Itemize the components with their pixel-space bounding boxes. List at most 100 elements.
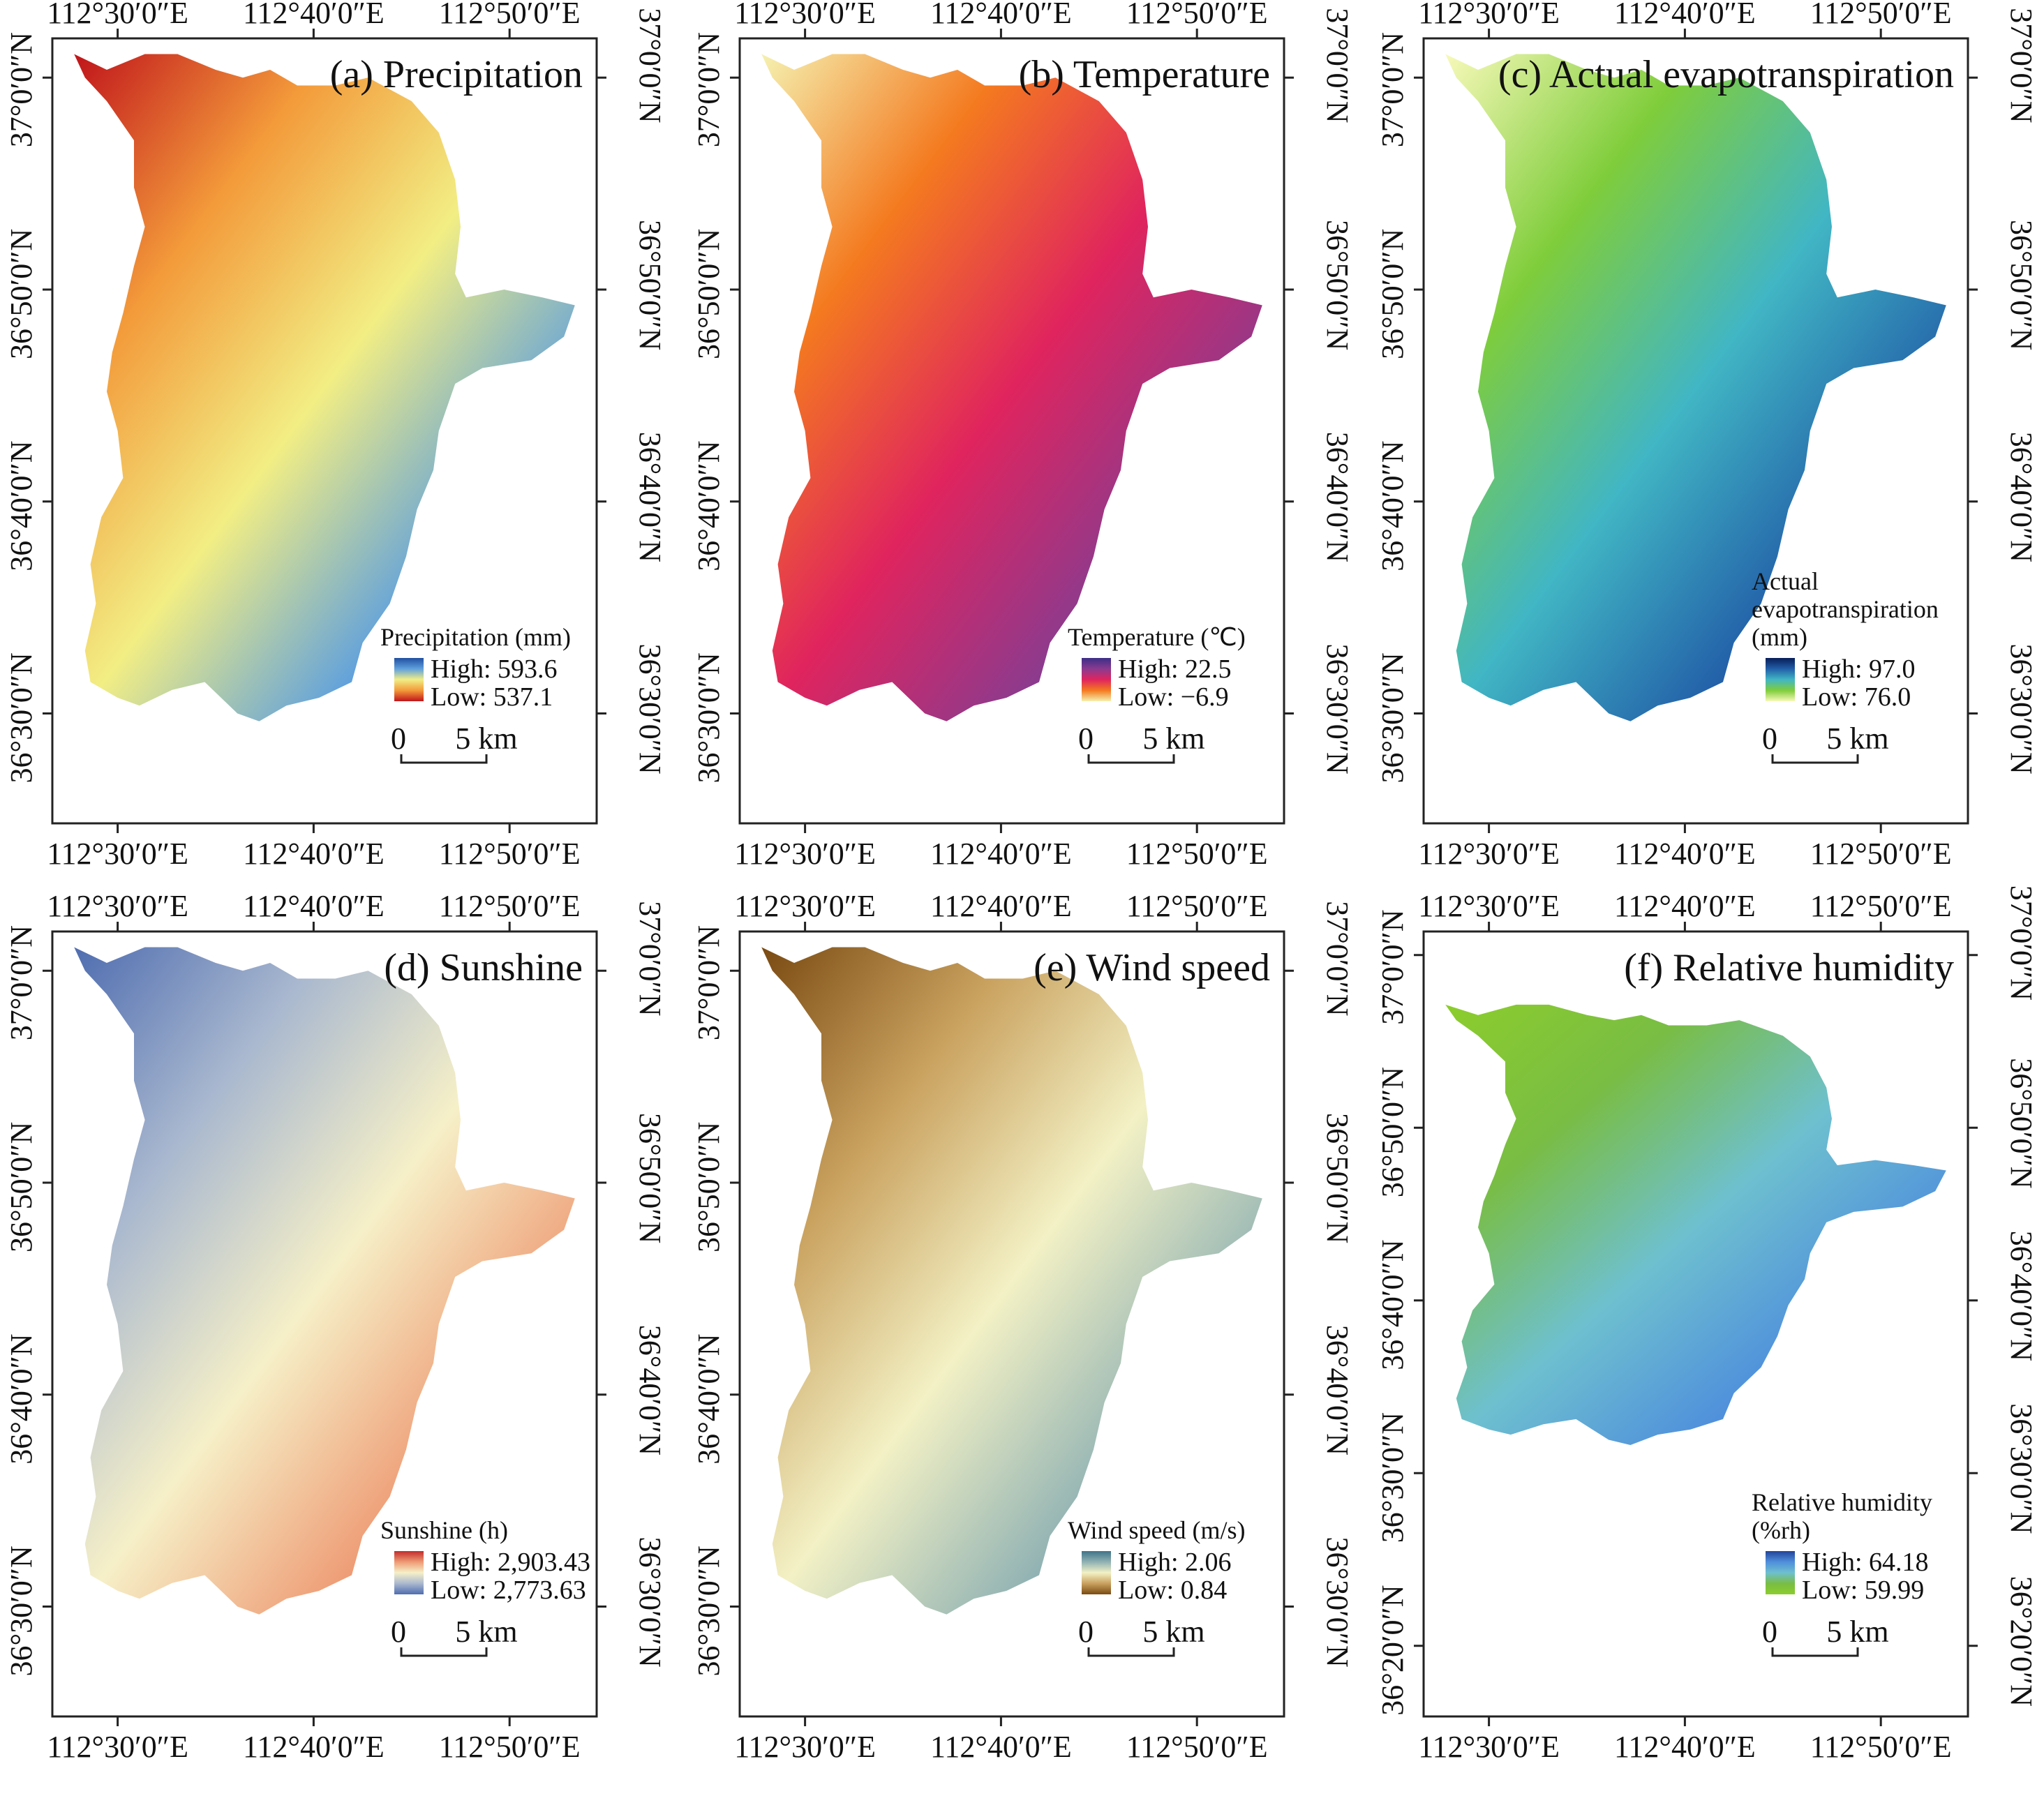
map-panel-c: 112°30′0″E 112°30′0″E 112°40′0″E 112°40′0″E… <box>1371 0 2041 872</box>
legend-title: (%rh) <box>1752 1516 1810 1544</box>
study-area-raster <box>1445 54 1946 721</box>
lon-label-top: 112°50′0″E <box>439 0 581 30</box>
lon-label-bottom: 112°40′0″E <box>1614 837 1756 871</box>
scale-bar-zero: 0 <box>1762 721 1777 756</box>
legend-high-value: High: 22.5 <box>1118 654 1232 684</box>
lon-label-top: 112°40′0″E <box>1614 0 1756 30</box>
scale-bar <box>1771 754 1859 764</box>
scale-bar-zero: 0 <box>1078 1615 1094 1649</box>
lon-label-bottom: 112°40′0″E <box>243 1730 385 1764</box>
scale-bar-distance: 5 km <box>1142 721 1204 756</box>
study-area-raster <box>1445 1004 1946 1445</box>
map-panel-d: 112°30′0″E 112°30′0″E 112°40′0″E 112°40′0″E… <box>0 889 670 1765</box>
map-svg-e: 112°30′0″E 112°30′0″E 112°40′0″E 112°40′0″E… <box>692 889 1355 1764</box>
scale-bar-distance: 5 km <box>1826 721 1888 756</box>
legend-low-value: Low: 537.1 <box>431 682 553 712</box>
lon-label-top: 112°30′0″E <box>47 889 188 923</box>
lat-label-right: 36°40′0″N <box>2004 432 2038 562</box>
lat-label-right: 37°0′0″N <box>1320 8 1355 123</box>
lat-label-right: 36°50′0″N <box>633 1113 667 1243</box>
lat-label-left: 36°40′0″N <box>4 440 38 571</box>
lon-label-top: 112°30′0″E <box>734 889 876 923</box>
lat-label-left: 36°50′0″N <box>1375 1067 1410 1197</box>
legend-high-value: High: 2.06 <box>1118 1548 1232 1577</box>
legend-high-value: High: 97.0 <box>1802 654 1916 684</box>
map-svg-f: 112°30′0″E 112°30′0″E 112°40′0″E 112°40′0″E… <box>1375 885 2038 1764</box>
legend-color-ramp <box>394 1551 424 1594</box>
lat-label-left: 37°0′0″N <box>692 925 726 1040</box>
scale-bar-distance: 5 km <box>455 1615 517 1649</box>
study-area-raster <box>74 54 575 721</box>
lon-label-bottom: 112°40′0″E <box>930 1730 1072 1764</box>
lat-label-left: 36°30′0″N <box>692 652 726 783</box>
scale-bar-distance: 5 km <box>1826 1615 1888 1649</box>
lat-label-left: 37°0′0″N <box>1375 909 1410 1024</box>
lon-label-bottom: 112°50′0″E <box>1126 1730 1268 1764</box>
lat-label-right: 37°0′0″N <box>633 8 667 123</box>
lat-label-right: 36°30′0″N <box>2004 644 2038 774</box>
lat-label-left: 36°30′0″N <box>1375 652 1410 783</box>
legend-color-ramp <box>394 658 424 701</box>
lon-label-top: 112°50′0″E <box>1810 0 1952 30</box>
legend-low-value: Low: 0.84 <box>1118 1576 1227 1605</box>
scale-bar-zero: 0 <box>391 721 406 756</box>
lat-label-left: 36°40′0″N <box>4 1333 38 1464</box>
map-frame <box>738 37 1285 825</box>
lat-label-right: 36°50′0″N <box>2004 1058 2038 1188</box>
map-panel-f: 112°30′0″E 112°30′0″E 112°40′0″E 112°40′0″E… <box>1371 885 2041 1765</box>
panel-title: (c) Actual evapotranspiration <box>1498 53 1954 96</box>
lat-label-right: 36°30′0″N <box>1320 1537 1355 1668</box>
map-svg-a: 112°30′0″E 112°30′0″E 112°40′0″E 112°40′0″E… <box>4 0 667 871</box>
lon-label-bottom: 112°50′0″E <box>1126 837 1268 871</box>
lon-label-bottom: 112°40′0″E <box>1614 1730 1756 1764</box>
lat-label-left: 37°0′0″N <box>692 32 726 147</box>
legend-color-ramp <box>1766 658 1795 701</box>
legend-high-value: High: 64.18 <box>1802 1548 1929 1577</box>
lon-label-top: 112°30′0″E <box>47 0 188 30</box>
legend-title: Actual <box>1752 567 1819 595</box>
panel-title: (e) Wind speed <box>1034 946 1270 989</box>
lon-label-top: 112°50′0″E <box>1810 889 1952 923</box>
lon-label-top: 112°30′0″E <box>734 0 876 30</box>
legend-high-value: High: 593.6 <box>431 654 558 684</box>
lat-label-left: 36°30′0″N <box>4 652 38 783</box>
panel-title: (b) Temperature <box>1019 53 1270 96</box>
scale-bar <box>1771 1647 1859 1657</box>
legend-title: Precipitation (mm) <box>380 623 571 651</box>
map-panel-a: 112°30′0″E 112°30′0″E 112°40′0″E 112°40′0″E… <box>0 0 670 872</box>
legend-title: (mm) <box>1752 623 1807 651</box>
scale-bar <box>400 754 488 764</box>
lat-label-right: 36°50′0″N <box>2004 220 2038 350</box>
scale-bar-zero: 0 <box>1078 721 1094 756</box>
lat-label-right: 37°0′0″N <box>1320 901 1355 1016</box>
lon-label-bottom: 112°40′0″E <box>243 837 385 871</box>
map-frame <box>51 930 598 1718</box>
lat-label-right: 36°40′0″N <box>2004 1231 2038 1361</box>
lat-label-left: 36°40′0″N <box>692 1333 726 1464</box>
map-frame <box>1422 37 1969 825</box>
lat-label-left: 36°30′0″N <box>692 1546 726 1676</box>
lat-label-left: 36°20′0″N <box>1375 1585 1410 1715</box>
panel-title: (a) Precipitation <box>330 53 583 96</box>
lat-label-right: 36°50′0″N <box>633 220 667 350</box>
lon-label-bottom: 112°30′0″E <box>1418 1730 1560 1764</box>
lat-label-right: 37°0′0″N <box>2004 885 2038 1001</box>
map-frame <box>1422 930 1969 1718</box>
legend-low-value: Low: 76.0 <box>1802 682 1911 712</box>
lon-label-bottom: 112°50′0″E <box>439 1730 581 1764</box>
lon-label-bottom: 112°40′0″E <box>930 837 1072 871</box>
lat-label-right: 36°50′0″N <box>1320 1113 1355 1243</box>
legend-high-value: High: 2,903.43 <box>431 1548 590 1577</box>
lon-label-top: 112°40′0″E <box>1614 889 1756 923</box>
legend-title: Sunshine (h) <box>380 1516 508 1544</box>
scale-bar <box>1087 1647 1175 1657</box>
lat-label-left: 36°50′0″N <box>692 1122 726 1252</box>
lat-label-left: 36°50′0″N <box>692 229 726 359</box>
scale-bar-zero: 0 <box>391 1615 406 1649</box>
lat-label-right: 36°40′0″N <box>1320 432 1355 562</box>
panel-title: (d) Sunshine <box>384 946 583 989</box>
lon-label-top: 112°40′0″E <box>243 0 385 30</box>
legend-color-ramp <box>1082 1551 1111 1594</box>
legend-color-ramp <box>1766 1551 1795 1594</box>
map-svg-d: 112°30′0″E 112°30′0″E 112°40′0″E 112°40′0″E… <box>4 889 667 1764</box>
